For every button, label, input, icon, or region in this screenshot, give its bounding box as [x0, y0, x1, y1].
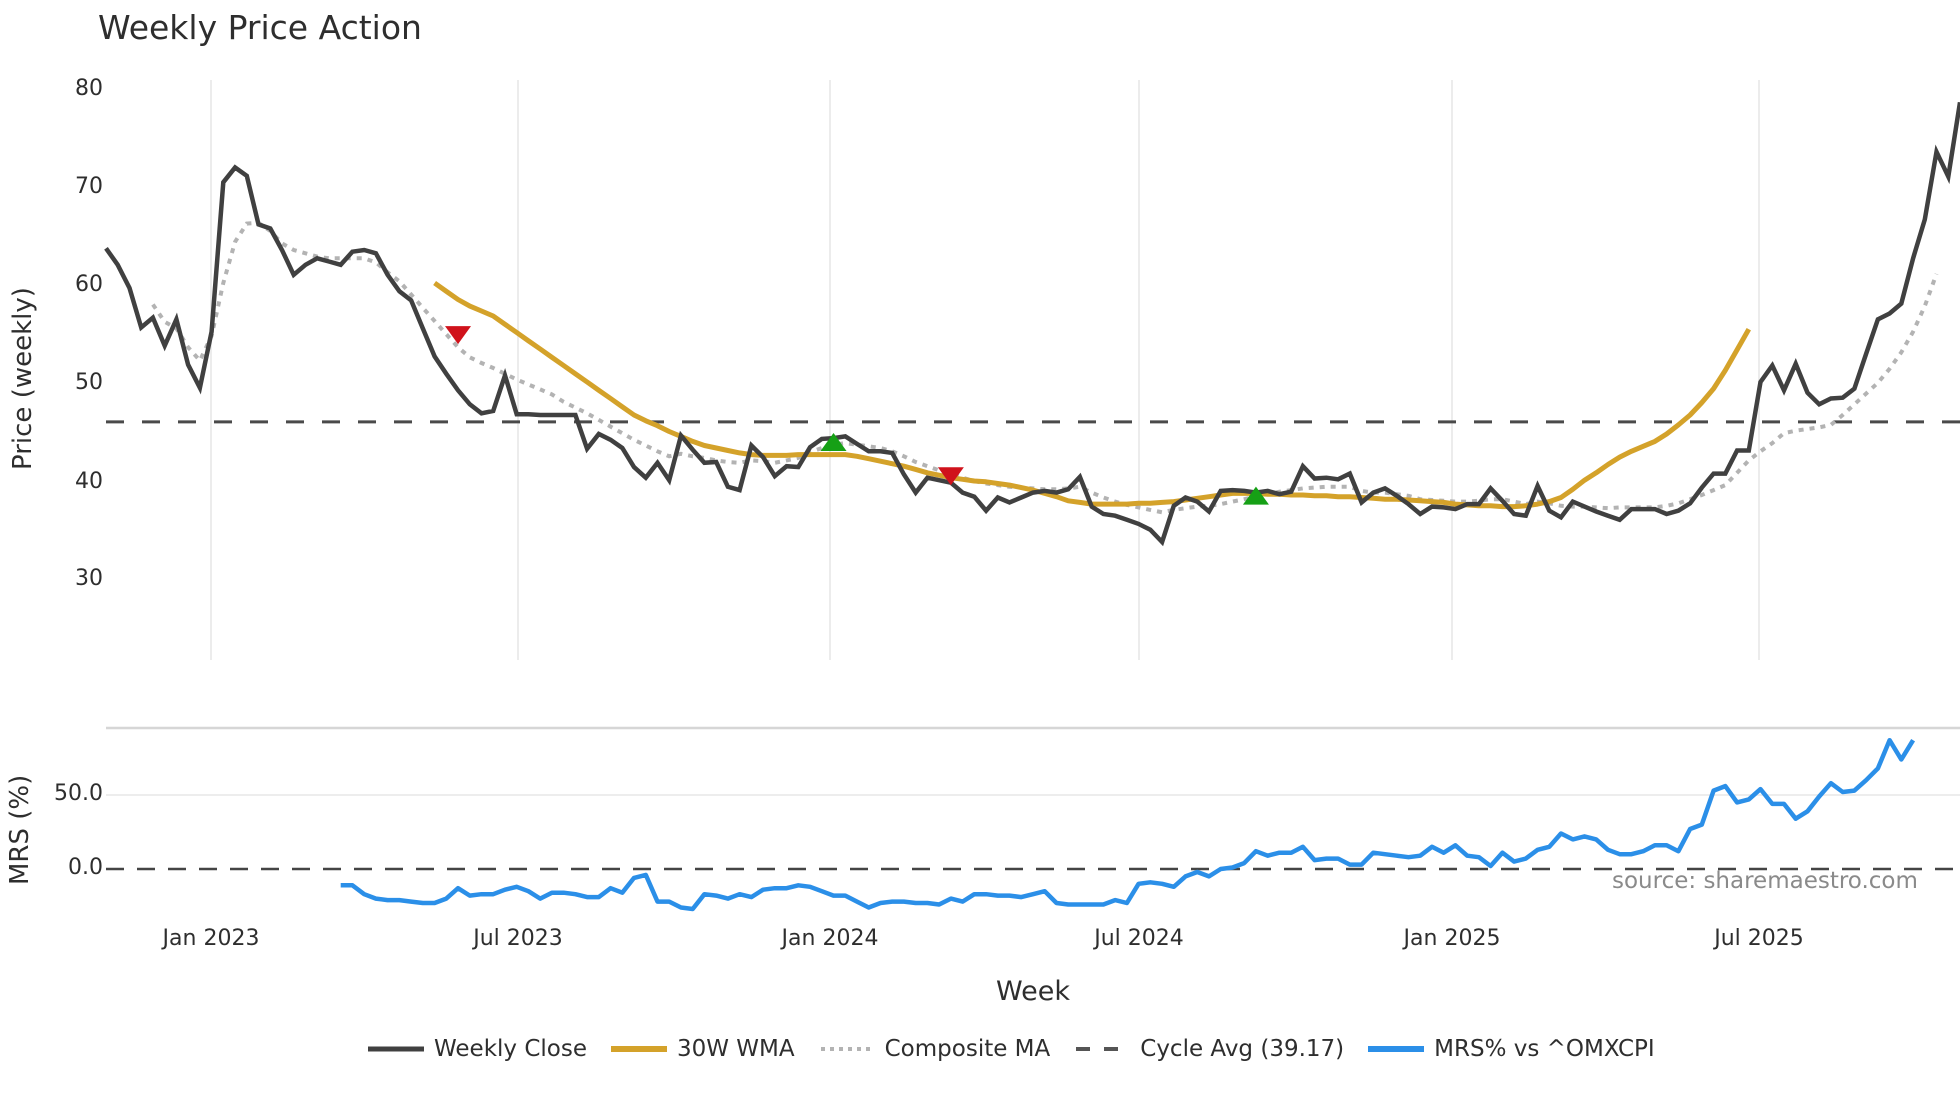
mrs-ytick-50: 50.0	[54, 781, 103, 806]
price-y-axis-label: Price (weekly)	[8, 287, 38, 470]
solid-line-icon	[1368, 1046, 1425, 1052]
legend-label: Composite MA	[884, 1036, 1051, 1062]
weekly-close-line	[104, 101, 1960, 547]
buy-signal-triangle-up-icon	[820, 433, 847, 452]
mrs-y-axis-label: MRS (%)	[5, 774, 35, 885]
xtick-jul-2024: Jul 2024	[1094, 926, 1184, 951]
source-annotation: source: sharemaestro.com	[1612, 868, 1918, 894]
sell-signal-triangle-down-icon	[937, 467, 964, 486]
mrs-ytick-0: 0.0	[68, 855, 103, 880]
solid-line-icon	[368, 1046, 424, 1052]
legend-label: Weekly Close	[434, 1036, 587, 1062]
legend-item-cycle-avg[interactable]: Cycle Avg (39.17)	[1072, 1036, 1344, 1062]
mrs-line	[340, 737, 1916, 912]
legend-item-composite-ma[interactable]: Composite MA	[817, 1036, 1051, 1062]
legend-item-mrs[interactable]: MRS% vs ^OMXCPI	[1366, 1036, 1655, 1062]
dashed-line-icon	[1076, 1047, 1131, 1051]
xtick-jul-2025: Jul 2025	[1714, 926, 1804, 951]
price-ytick-50: 50	[75, 370, 103, 395]
solid-line-icon	[610, 1046, 667, 1052]
price-ytick-80: 80	[75, 76, 103, 101]
legend-item-wma[interactable]: 30W WMA	[609, 1036, 795, 1062]
price-ytick-70: 70	[75, 174, 103, 199]
chart-title: Weekly Price Action	[98, 8, 422, 47]
dotted-line-icon	[820, 1047, 875, 1051]
xtick-jan-2025: Jan 2025	[1403, 926, 1501, 951]
price-ytick-40: 40	[75, 469, 103, 494]
legend-label: MRS% vs ^OMXCPI	[1434, 1036, 1655, 1062]
wma-line	[433, 280, 1751, 510]
legend-label: 30W WMA	[676, 1036, 795, 1062]
legend-label: Cycle Avg (39.17)	[1140, 1036, 1345, 1062]
buy-signal-triangle-up-icon	[1242, 486, 1269, 505]
xtick-jan-2023: Jan 2023	[162, 926, 260, 951]
legend-item-weekly-close[interactable]: Weekly Close	[366, 1036, 587, 1062]
x-axis-label: Week	[996, 976, 1070, 1007]
xtick-jan-2024: Jan 2024	[781, 926, 879, 951]
price-ytick-30: 30	[75, 566, 103, 591]
sell-signal-triangle-down-icon	[445, 326, 472, 345]
composite-ma-line	[151, 220, 1939, 515]
price-ytick-60: 60	[75, 272, 103, 297]
xtick-jul-2023: Jul 2023	[473, 926, 563, 951]
legend: Weekly Close 30W WMA Composite MA Cycle …	[366, 1036, 1677, 1062]
